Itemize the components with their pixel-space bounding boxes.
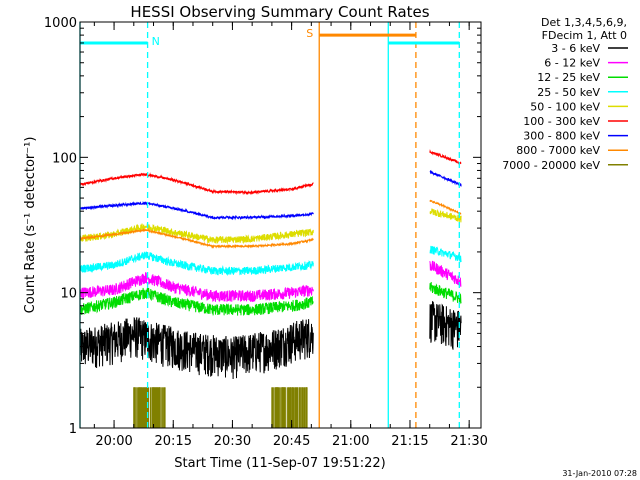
plot-frame [79, 21, 482, 429]
flag-label: N [152, 35, 160, 48]
series-layer [79, 149, 462, 428]
y-tick-label: 1 [69, 422, 77, 437]
legend-label: 3 - 6 keV [551, 42, 600, 55]
legend: Det 1,3,4,5,6,9,FDecim 1, Att 03 - 6 keV… [502, 16, 628, 172]
legend-label: 12 - 25 keV [537, 71, 600, 84]
series-7000-20000-kev [133, 387, 308, 428]
axis-layer: 1 10 100 1000 20:00 20:15 20:30 20:45 21:00 21:15… [44, 16, 488, 449]
legend-label: 300 - 800 keV [523, 130, 600, 143]
x-tick-label: 20:45 [273, 434, 310, 449]
series-25-50-kev [79, 245, 462, 277]
x-tick-label: 21:15 [391, 434, 428, 449]
series-line [79, 281, 462, 316]
y-tick-label: 1000 [44, 16, 77, 31]
series-12-25-kev [79, 281, 462, 316]
legend-header: FDecim 1, Att 0 [542, 29, 627, 42]
legend-header: Det 1,3,4,5,6,9, [541, 16, 627, 29]
series-line [79, 199, 462, 249]
x-tick-label: 20:00 [95, 434, 132, 449]
series-800-7000-kev [79, 199, 462, 249]
x-axis-label: Start Time (11-Sep-07 19:51:22) [174, 456, 385, 471]
series-3-6-kev [79, 300, 462, 380]
y-tick-label: 100 [52, 151, 77, 166]
series-6-12-kev [79, 260, 462, 303]
series-line [79, 245, 462, 277]
series-line [79, 260, 462, 303]
legend-label: 25 - 50 keV [537, 86, 600, 99]
chart-title: HESSI Observing Summary Count Rates [130, 3, 429, 21]
y-axis-label: Count Rate (s⁻¹ detector⁻¹) [23, 137, 38, 314]
flag-label: S [306, 27, 313, 40]
x-tick-label: 20:15 [155, 434, 192, 449]
series-line [79, 149, 462, 196]
legend-label: 100 - 300 keV [523, 115, 600, 128]
series-300-800-kev [79, 169, 462, 221]
legend-label: 7000 - 20000 keV [502, 159, 600, 172]
legend-label: 800 - 7000 keV [516, 144, 600, 157]
x-tick-label: 21:30 [450, 434, 487, 449]
footer-timestamp: 31-Jan-2010 07:28 [562, 469, 637, 478]
series-100-300-kev [79, 149, 462, 196]
series-line [79, 300, 462, 380]
legend-label: 50 - 100 keV [530, 100, 600, 113]
series-line [79, 169, 462, 221]
legend-label: 6 - 12 keV [544, 57, 600, 70]
x-tick-label: 20:30 [214, 434, 251, 449]
x-tick-label: 21:00 [332, 434, 369, 449]
y-tick-label: 10 [60, 287, 77, 302]
flag-layer: NS [80, 27, 460, 48]
